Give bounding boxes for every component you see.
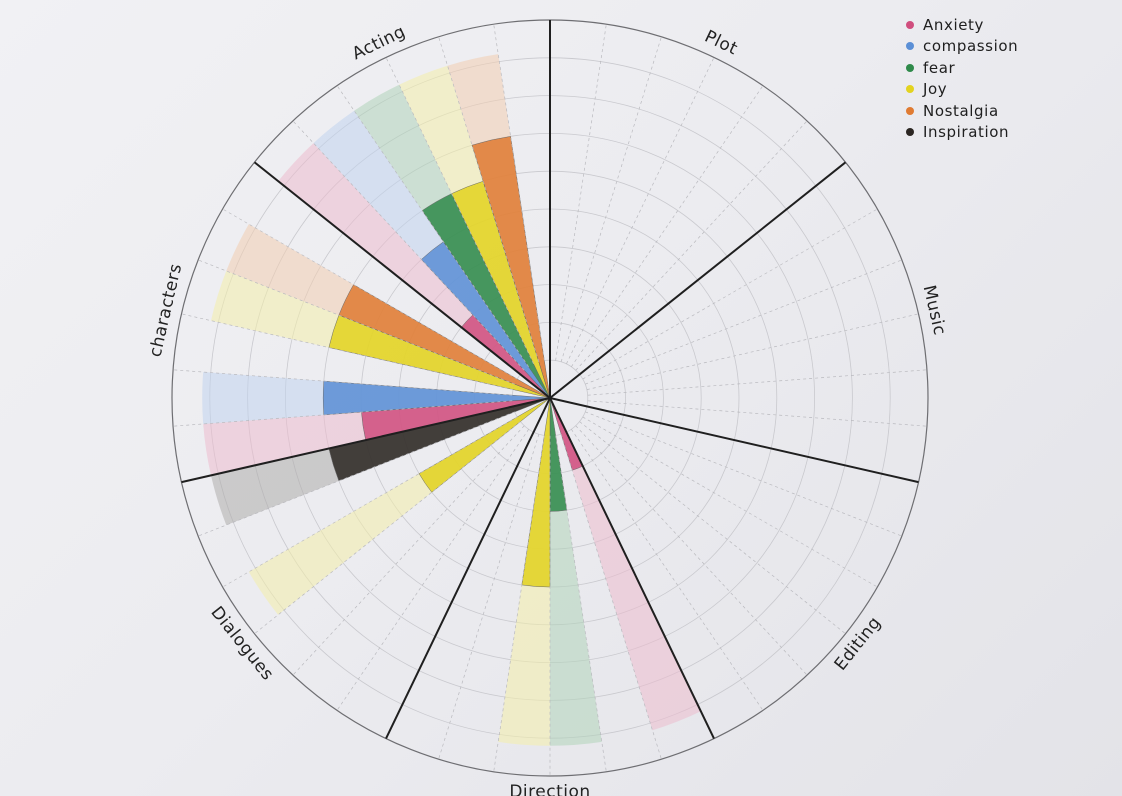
slice-divider <box>566 57 715 365</box>
legend-item-compassion: compassion <box>906 36 1018 58</box>
legend-label: Joy <box>923 80 948 99</box>
legend-swatch-joy <box>906 85 914 94</box>
slice-divider <box>254 421 521 634</box>
slice-divider <box>197 411 515 537</box>
slice-divider <box>571 429 764 711</box>
legend-label: Anxiety <box>923 15 984 34</box>
category-label-characters: characters <box>146 262 187 359</box>
category-boundary <box>181 397 551 484</box>
slice-dividers <box>173 24 927 776</box>
slice-divider <box>585 411 903 537</box>
slice-divider <box>571 85 764 367</box>
category-boundary <box>549 397 919 484</box>
slice-divider <box>555 24 607 361</box>
legend-label: fear <box>923 58 956 77</box>
category-label-direction: Direction <box>509 782 590 796</box>
slice-divider <box>336 85 529 367</box>
legend-item-anxiety: Anxiety <box>906 14 1018 36</box>
slice-divider <box>579 421 846 634</box>
slice-divider <box>493 435 545 772</box>
category-boundary <box>549 397 715 740</box>
category-label-editing: Editing <box>831 613 886 674</box>
slice-divider <box>555 435 607 772</box>
slice-divider <box>173 400 513 427</box>
slice-divider <box>585 259 903 385</box>
legend-swatch-fear <box>906 63 914 72</box>
legend-label: Nostalgia <box>923 101 999 120</box>
slice-divider <box>575 120 808 371</box>
slice-divider <box>292 425 525 676</box>
legend-item-inspiration: Inspiration <box>906 122 1018 144</box>
legend-swatch-anxiety <box>906 20 914 29</box>
category-label-music: Music <box>919 283 950 337</box>
wedge-dialogues-joy <box>418 397 551 493</box>
data-wedges <box>202 54 701 746</box>
legend-label: compassion <box>923 37 1019 56</box>
slice-divider <box>438 433 540 760</box>
slice-divider <box>493 24 545 361</box>
slice-divider <box>582 416 878 588</box>
category-label-acting: Acting <box>349 22 409 65</box>
slice-divider <box>197 259 515 385</box>
slice-divider <box>173 369 513 396</box>
slice-divider <box>587 369 927 396</box>
slice-divider <box>587 400 927 427</box>
wedge-acting-nostalgia <box>471 136 551 399</box>
legend-item-fear: fear <box>906 57 1018 79</box>
category-boundary <box>549 161 847 399</box>
category-boundaries <box>181 20 919 740</box>
slice-divider <box>181 313 514 390</box>
slice-divider <box>586 313 919 390</box>
legend-swatch-compassion <box>906 42 914 51</box>
slice-divider <box>560 433 662 760</box>
wedge-shade-direction-anxiety <box>550 398 701 731</box>
slice-divider <box>222 416 518 588</box>
slice-divider <box>336 429 529 711</box>
category-boundary <box>385 397 551 740</box>
slice-divider <box>438 36 540 363</box>
slice-divider <box>560 36 662 363</box>
legend-swatch-inspiration <box>906 128 914 137</box>
legend: Anxiety compassion fear Joy Nostalgia In… <box>906 14 1018 143</box>
slice-divider <box>582 208 878 380</box>
slice-divider <box>292 120 525 371</box>
slice-divider <box>385 57 534 365</box>
legend-label: Inspiration <box>923 123 1010 142</box>
category-boundary <box>253 161 551 399</box>
wedge-characters-compassion <box>322 380 551 416</box>
legend-item-nostalgia: Nostalgia <box>906 100 1018 122</box>
legend-item-joy: Joy <box>906 79 1018 101</box>
slice-divider <box>222 208 518 380</box>
category-label-dialogues: Dialogues <box>207 603 278 685</box>
legend-swatch-nostalgia <box>906 106 914 115</box>
slice-divider <box>575 425 808 676</box>
